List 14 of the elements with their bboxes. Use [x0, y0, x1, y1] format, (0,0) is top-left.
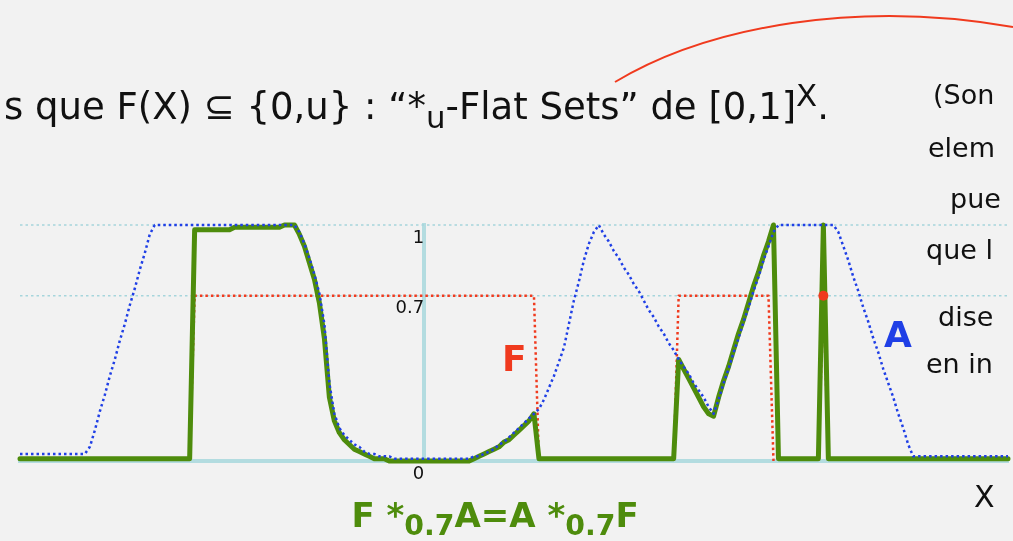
annotation: dise	[938, 301, 994, 333]
y-tick-label: 1	[412, 225, 425, 247]
x-axis-title: X	[974, 479, 995, 515]
y-tick-label: 0.7	[395, 296, 425, 318]
annotation: en in	[926, 348, 993, 380]
chart-title: s que F(X) ⊆ {0,u} : “*$_{u}$-Flat Sets” de [0,1]$^{X}$.	[4, 77, 829, 136]
text: pue	[950, 183, 1001, 215]
series-label: F	[502, 338, 527, 380]
text: (Son	[933, 79, 995, 111]
series-label: F *$_{0.7}$A=A *$_{0.7}$F	[351, 495, 639, 541]
annotation: que l	[926, 234, 993, 266]
y-tick-label: 0	[412, 461, 425, 483]
text: elem	[928, 132, 996, 164]
series-label: A	[884, 314, 912, 356]
